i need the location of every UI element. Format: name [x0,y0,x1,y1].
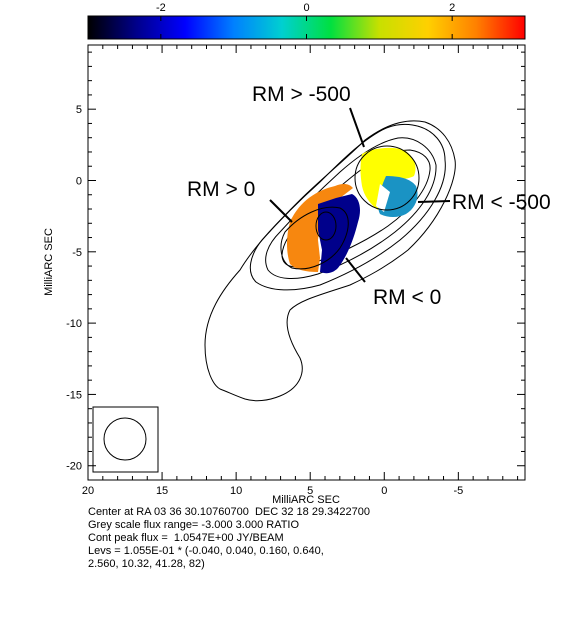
label-rm-gt-minus500: RM > -500 [252,83,351,106]
rm-region-gap [376,184,390,212]
footer-line-greyscale: Grey scale flux range= -3.000 3.000 RATI… [88,519,300,531]
pointer-rm-lt-minus500 [417,200,451,203]
x-tick-label: 10 [230,485,242,497]
contour-level-2 [249,124,446,291]
beam-frame [92,406,159,473]
footer-info: Center at RA 03 36 30.10760700 DEC 32 18… [88,506,370,571]
pointer-rm-gt-minus500 [349,107,365,148]
colorbar-ticks: -2 0 2 [156,2,455,39]
y-axis-ticks: 5 0 -5 -10 -15 -20 [66,51,525,473]
rm-regions [287,147,418,274]
beam-ellipse [103,417,147,461]
contour-inner-loop [280,206,349,270]
colorbar-tick-label: 2 [449,2,455,14]
pointer-rm-gt-0 [269,199,293,223]
footer-line-levs-cont: 2.560, 10.32, 41.28, 82) [88,558,205,570]
x-axis-label: MilliARC SEC [272,494,340,506]
rm-region-orange [287,183,353,272]
x-tick-label: 5 [307,485,313,497]
y-tick-label: -5 [72,247,82,259]
label-rm-gt-0: RM > 0 [187,178,255,201]
pointer-rm-lt-0 [345,257,366,283]
colorbar-tick-label: 0 [303,2,309,14]
rm-region-cyan-blue [378,176,418,217]
x-tick-label: 0 [381,485,387,497]
y-tick-label: -15 [66,389,82,401]
colorbar-tick-label: -2 [156,2,166,14]
y-tick-label: -10 [66,318,82,330]
footer-line-levs: Levs = 1.055E-01 * (-0.040, 0.040, 0.160… [88,545,324,557]
rm-region-dark-blue [318,194,360,274]
x-tick-label: 15 [156,485,168,497]
contour-level-3 [265,137,437,279]
plot-frame [87,44,526,481]
contour-outer [204,120,456,402]
annotation-pointers [269,107,451,283]
y-tick-label: 0 [76,175,82,187]
beam-box [92,406,159,473]
colorbar: -2 0 2 [87,2,526,40]
x-tick-label: 20 [82,485,94,497]
label-rm-lt-0: RM < 0 [373,286,441,309]
footer-line-peak: Cont peak flux = 1.0547E+00 JY/BEAM [88,532,284,544]
label-rm-lt-minus500: RM < -500 [452,191,551,214]
contour-core-ring [354,145,420,211]
footer-line-center: Center at RA 03 36 30.10760700 DEC 32 18… [88,506,370,518]
contour-knot [315,211,337,241]
x-axis-ticks: 20 15 10 5 0 -5 [82,45,519,497]
inner-contours [280,145,420,270]
y-tick-label: -20 [66,461,82,473]
y-tick-label: 5 [76,104,82,116]
y-axis-label: MilliARC SEC [43,228,55,296]
contour-levels [204,120,456,402]
rm-region-yellow [360,147,416,210]
x-tick-label: -5 [453,485,463,497]
